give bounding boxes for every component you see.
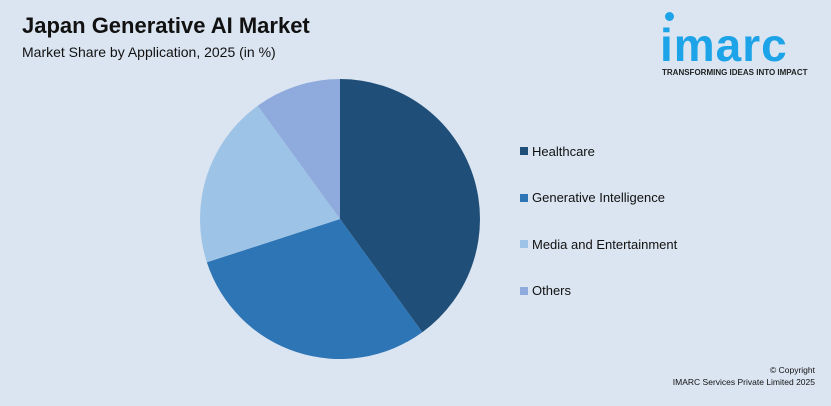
logo-wordmark: imarc [660, 19, 788, 71]
logo-tagline: TRANSFORMING IDEAS INTO IMPACT [662, 68, 808, 77]
imarc-logo: imarc TRANSFORMING IDEAS INTO IMPACT [660, 10, 820, 80]
legend-label: Media and Entertainment [532, 236, 678, 252]
legend-item: Generative Intelligence [520, 190, 677, 206]
legend-item: Healthcare [520, 143, 677, 159]
copyright-company: IMARC Services Private Limited 2025 [672, 377, 815, 387]
legend-swatch [520, 240, 528, 248]
logo-dot [665, 12, 674, 21]
legend-label: Others [532, 283, 572, 298]
pie-slice-generative-intelligence [206, 219, 423, 359]
legend-swatch [520, 193, 528, 202]
legend-swatch [520, 286, 528, 295]
legend-item: Media and Entertainment [520, 236, 677, 252]
legend-item: Others [520, 283, 677, 299]
pie-slice-others [257, 79, 340, 219]
copyright-label: © Copyright [769, 365, 815, 375]
legend-label: Generative Intelligence [532, 190, 665, 205]
pie-slice-media-and-entertainment [199, 105, 340, 263]
pie-slice-healthcare [340, 79, 480, 333]
legend-swatch [520, 147, 528, 155]
legend: Healthcare Generative Intelligence Media a… [520, 143, 677, 329]
legend-label: Healthcare [532, 143, 595, 159]
chart-subtitle: Market Share by Application, 2025 (in %) [22, 44, 276, 60]
copyright: © Copyright IMARC Services Private Limit… [673, 364, 815, 388]
chart-title: Japan Generative AI Market [22, 13, 310, 38]
